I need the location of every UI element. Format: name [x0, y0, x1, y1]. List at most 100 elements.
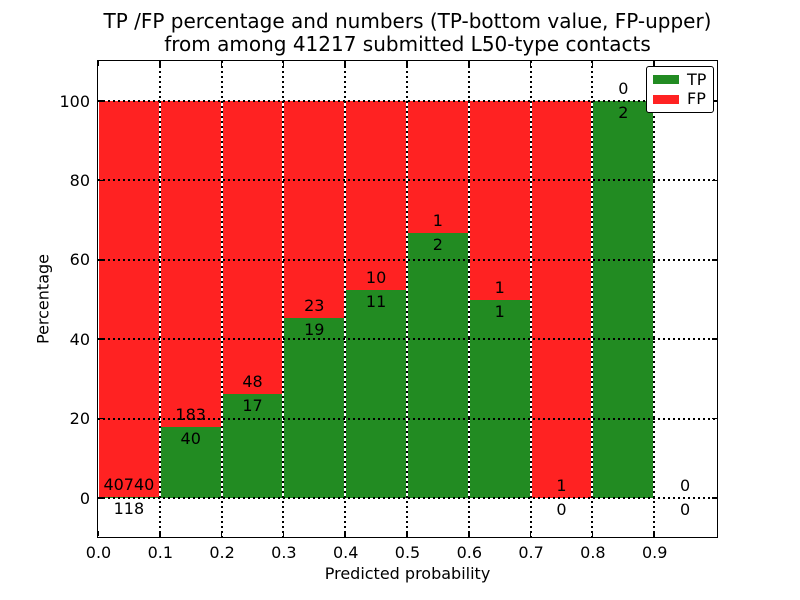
y-tick-label: 0	[79, 488, 90, 508]
bar-segment-tp	[469, 299, 530, 498]
x-tick-mark	[97, 531, 99, 536]
fp-count-label: 23	[304, 296, 325, 316]
y-tick-mark	[712, 417, 717, 420]
gridline-vertical	[529, 61, 532, 537]
x-tick-mark	[220, 61, 223, 66]
x-tick-mark	[344, 531, 346, 536]
legend-item: FP	[653, 90, 707, 108]
y-tick-mark	[98, 417, 103, 420]
legend-item-label: FP	[687, 89, 706, 109]
fp-count-label: 1	[432, 211, 443, 231]
x-tick-label: 0.1	[147, 543, 174, 562]
x-tick-mark	[529, 531, 532, 536]
bar-segment-fp	[408, 101, 468, 234]
gridline-vertical	[344, 61, 347, 537]
x-tick-mark	[591, 531, 594, 536]
y-tick-mark	[98, 259, 103, 261]
legend-item: TP	[653, 69, 707, 89]
bar-segment-fp	[222, 101, 283, 395]
y-tick-mark	[98, 100, 103, 102]
x-tick-mark	[97, 61, 99, 66]
x-tick-mark	[344, 61, 346, 66]
x-tick-mark	[653, 61, 655, 66]
x-tick-mark	[220, 531, 223, 536]
tp-count-label: 11	[365, 292, 387, 312]
tp-count-label: 1	[494, 301, 505, 321]
x-tick-label: 0.5	[394, 543, 421, 562]
x-tick-label: 0.0	[85, 543, 112, 562]
bar-segment-fp	[346, 101, 406, 291]
y-tick-mark	[712, 100, 717, 102]
bar-segment-fp	[531, 101, 592, 498]
y-tick-mark	[98, 338, 103, 340]
y-tick-label: 80	[69, 170, 90, 190]
y-tick-label: 40	[69, 329, 90, 349]
fp-count-label: 1	[494, 277, 505, 297]
x-tick-mark	[468, 61, 470, 66]
x-axis-label: Predicted probability	[324, 564, 491, 583]
tp-count-label: 17	[242, 396, 263, 416]
bar-segment-tp	[593, 101, 654, 498]
y-tick-mark	[712, 179, 717, 182]
bar-segment-fp	[469, 101, 530, 300]
tp-count-label: 40	[180, 428, 201, 448]
fp-count-label: 10	[365, 268, 387, 288]
gridline-vertical	[591, 61, 594, 537]
gridline-vertical	[467, 61, 470, 537]
x-tick-label: 0.7	[518, 543, 544, 562]
fp-count-label: 183	[175, 404, 206, 424]
fp-count-label: 40740	[103, 474, 155, 494]
gridline-vertical	[282, 61, 285, 537]
gridline-vertical	[406, 61, 408, 537]
x-tick-label: 0.6	[456, 543, 483, 562]
bar-segment-tp	[408, 233, 468, 498]
x-tick-label: 0.9	[641, 543, 668, 562]
x-tick-mark	[529, 61, 532, 66]
x-tick-label: 0.4	[332, 543, 359, 562]
chart-title: TP /FP percentage and numbers (TP-bottom…	[97, 10, 718, 56]
chart-title-line1: TP /FP percentage and numbers (TP-bottom…	[103, 9, 712, 33]
x-tick-mark	[406, 531, 408, 536]
x-tick-mark	[653, 531, 655, 536]
tp-legend-swatch	[653, 75, 679, 85]
tp-count-label: 19	[304, 320, 325, 340]
x-tick-mark	[468, 531, 470, 536]
tp-count-label: 2	[432, 235, 443, 255]
x-tick-label: 0.3	[271, 543, 297, 562]
chart-title-line2: from among 41217 submitted L50-type cont…	[164, 32, 651, 56]
bar-segment-tp	[284, 318, 345, 498]
tp-count-label: 0	[556, 500, 567, 519]
y-tick-label: 60	[69, 250, 90, 270]
x-tick-label: 0.2	[209, 543, 235, 562]
bar-segment-tp	[346, 290, 406, 498]
fp-count-label: 1	[556, 476, 567, 495]
gridline-vertical	[220, 61, 223, 537]
tp-count-label: 0	[680, 500, 691, 519]
gridline-vertical	[158, 61, 161, 537]
tp-count-label: 2	[618, 103, 629, 122]
fp-count-label: 48	[242, 372, 263, 392]
y-tick-label: 20	[69, 409, 90, 429]
bar-segment-fp	[160, 101, 221, 427]
x-tick-mark	[406, 61, 408, 66]
legend-item-label: TP	[687, 69, 707, 89]
fp-legend-swatch	[653, 94, 679, 104]
y-tick-mark	[712, 259, 717, 261]
bar-segment-fp	[284, 101, 345, 319]
legend: TP FP	[646, 66, 714, 113]
bar-segment-tp	[222, 394, 283, 498]
x-tick-mark	[159, 61, 161, 66]
x-tick-label: 0.8	[580, 543, 606, 562]
x-tick-mark	[159, 531, 161, 536]
y-tick-mark	[98, 179, 103, 182]
y-tick-mark	[712, 338, 717, 340]
x-tick-mark	[282, 531, 285, 536]
tp-count-label: 118	[113, 498, 145, 518]
plot-area: 40740 118 183 40 48 17 23 19 10 11 1 2 1 1 1 0 0 2 0 0	[97, 60, 718, 538]
bar-segment-tp	[160, 426, 221, 498]
y-tick-label: 100	[59, 91, 90, 111]
gridline-vertical	[653, 61, 656, 537]
x-tick-mark	[591, 61, 594, 66]
bar-segment-fp	[99, 101, 159, 497]
